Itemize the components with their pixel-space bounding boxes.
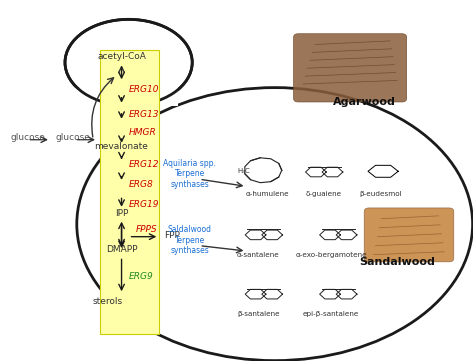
Text: ERG12: ERG12 xyxy=(128,160,159,169)
Text: HMGR: HMGR xyxy=(128,128,156,137)
Text: IPP: IPP xyxy=(115,209,128,218)
Text: ERG10: ERG10 xyxy=(128,85,159,94)
Text: ERG9: ERG9 xyxy=(128,272,154,281)
Text: β-eudesmol: β-eudesmol xyxy=(359,190,402,197)
Text: DMAPP: DMAPP xyxy=(106,245,137,254)
Text: ERG19: ERG19 xyxy=(128,200,159,209)
Text: FPP: FPP xyxy=(164,231,180,240)
Text: Sandalwood: Sandalwood xyxy=(359,257,435,267)
Text: glucose: glucose xyxy=(11,133,46,142)
FancyBboxPatch shape xyxy=(100,50,159,334)
Text: Saldalwood
Terpene
synthases: Saldalwood Terpene synthases xyxy=(168,226,212,255)
Text: H₃C: H₃C xyxy=(237,168,250,174)
FancyBboxPatch shape xyxy=(293,34,407,102)
Text: epi-β-santalene: epi-β-santalene xyxy=(303,311,359,317)
Text: sterols: sterols xyxy=(92,297,122,306)
FancyBboxPatch shape xyxy=(364,208,454,262)
Text: ERG8: ERG8 xyxy=(128,180,154,189)
Ellipse shape xyxy=(66,20,191,105)
Text: Agarwood: Agarwood xyxy=(333,97,396,107)
Text: mevalonate: mevalonate xyxy=(95,142,148,151)
Text: α-exo-bergamotene: α-exo-bergamotene xyxy=(295,252,367,258)
FancyBboxPatch shape xyxy=(74,88,178,106)
Text: α-santalene: α-santalene xyxy=(237,252,280,258)
Text: Aquilaria spp.
Terpene
synthases: Aquilaria spp. Terpene synthases xyxy=(164,159,216,189)
Text: acetyl-CoA: acetyl-CoA xyxy=(97,52,146,61)
Text: α-humulene: α-humulene xyxy=(246,190,290,197)
Text: β-santalene: β-santalene xyxy=(237,311,280,317)
Text: ERG13: ERG13 xyxy=(128,110,159,119)
Text: glucose: glucose xyxy=(55,133,91,142)
Text: δ-guaiene: δ-guaiene xyxy=(306,190,342,197)
Text: FPPS: FPPS xyxy=(136,225,157,234)
